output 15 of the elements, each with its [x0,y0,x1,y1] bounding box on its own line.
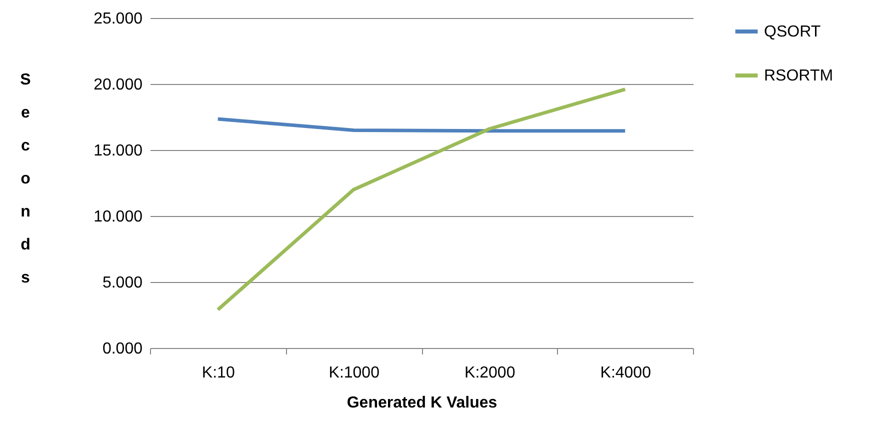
y-tick-label: 0.000 [102,340,143,358]
y-tick-label: 15.000 [94,142,143,160]
x-axis-title: Generated K Values [346,394,498,412]
legend-label: RSORTM [764,68,834,84]
x-tick-label: K:1000 [328,364,380,382]
x-tick-label: K:10 [202,364,235,382]
y-tick-label: 10.000 [94,208,143,226]
y-tick-label: 25.000 [94,10,143,28]
y-axis-title: Seconds [20,72,32,286]
y-tick-label: 5.000 [102,274,143,292]
x-tick-label: K:4000 [600,364,652,382]
line-series [216,88,627,312]
x-tick-label: K:2000 [464,364,516,382]
legend-label: QSORT [764,24,821,40]
y-tick-label: 20.000 [94,76,143,94]
